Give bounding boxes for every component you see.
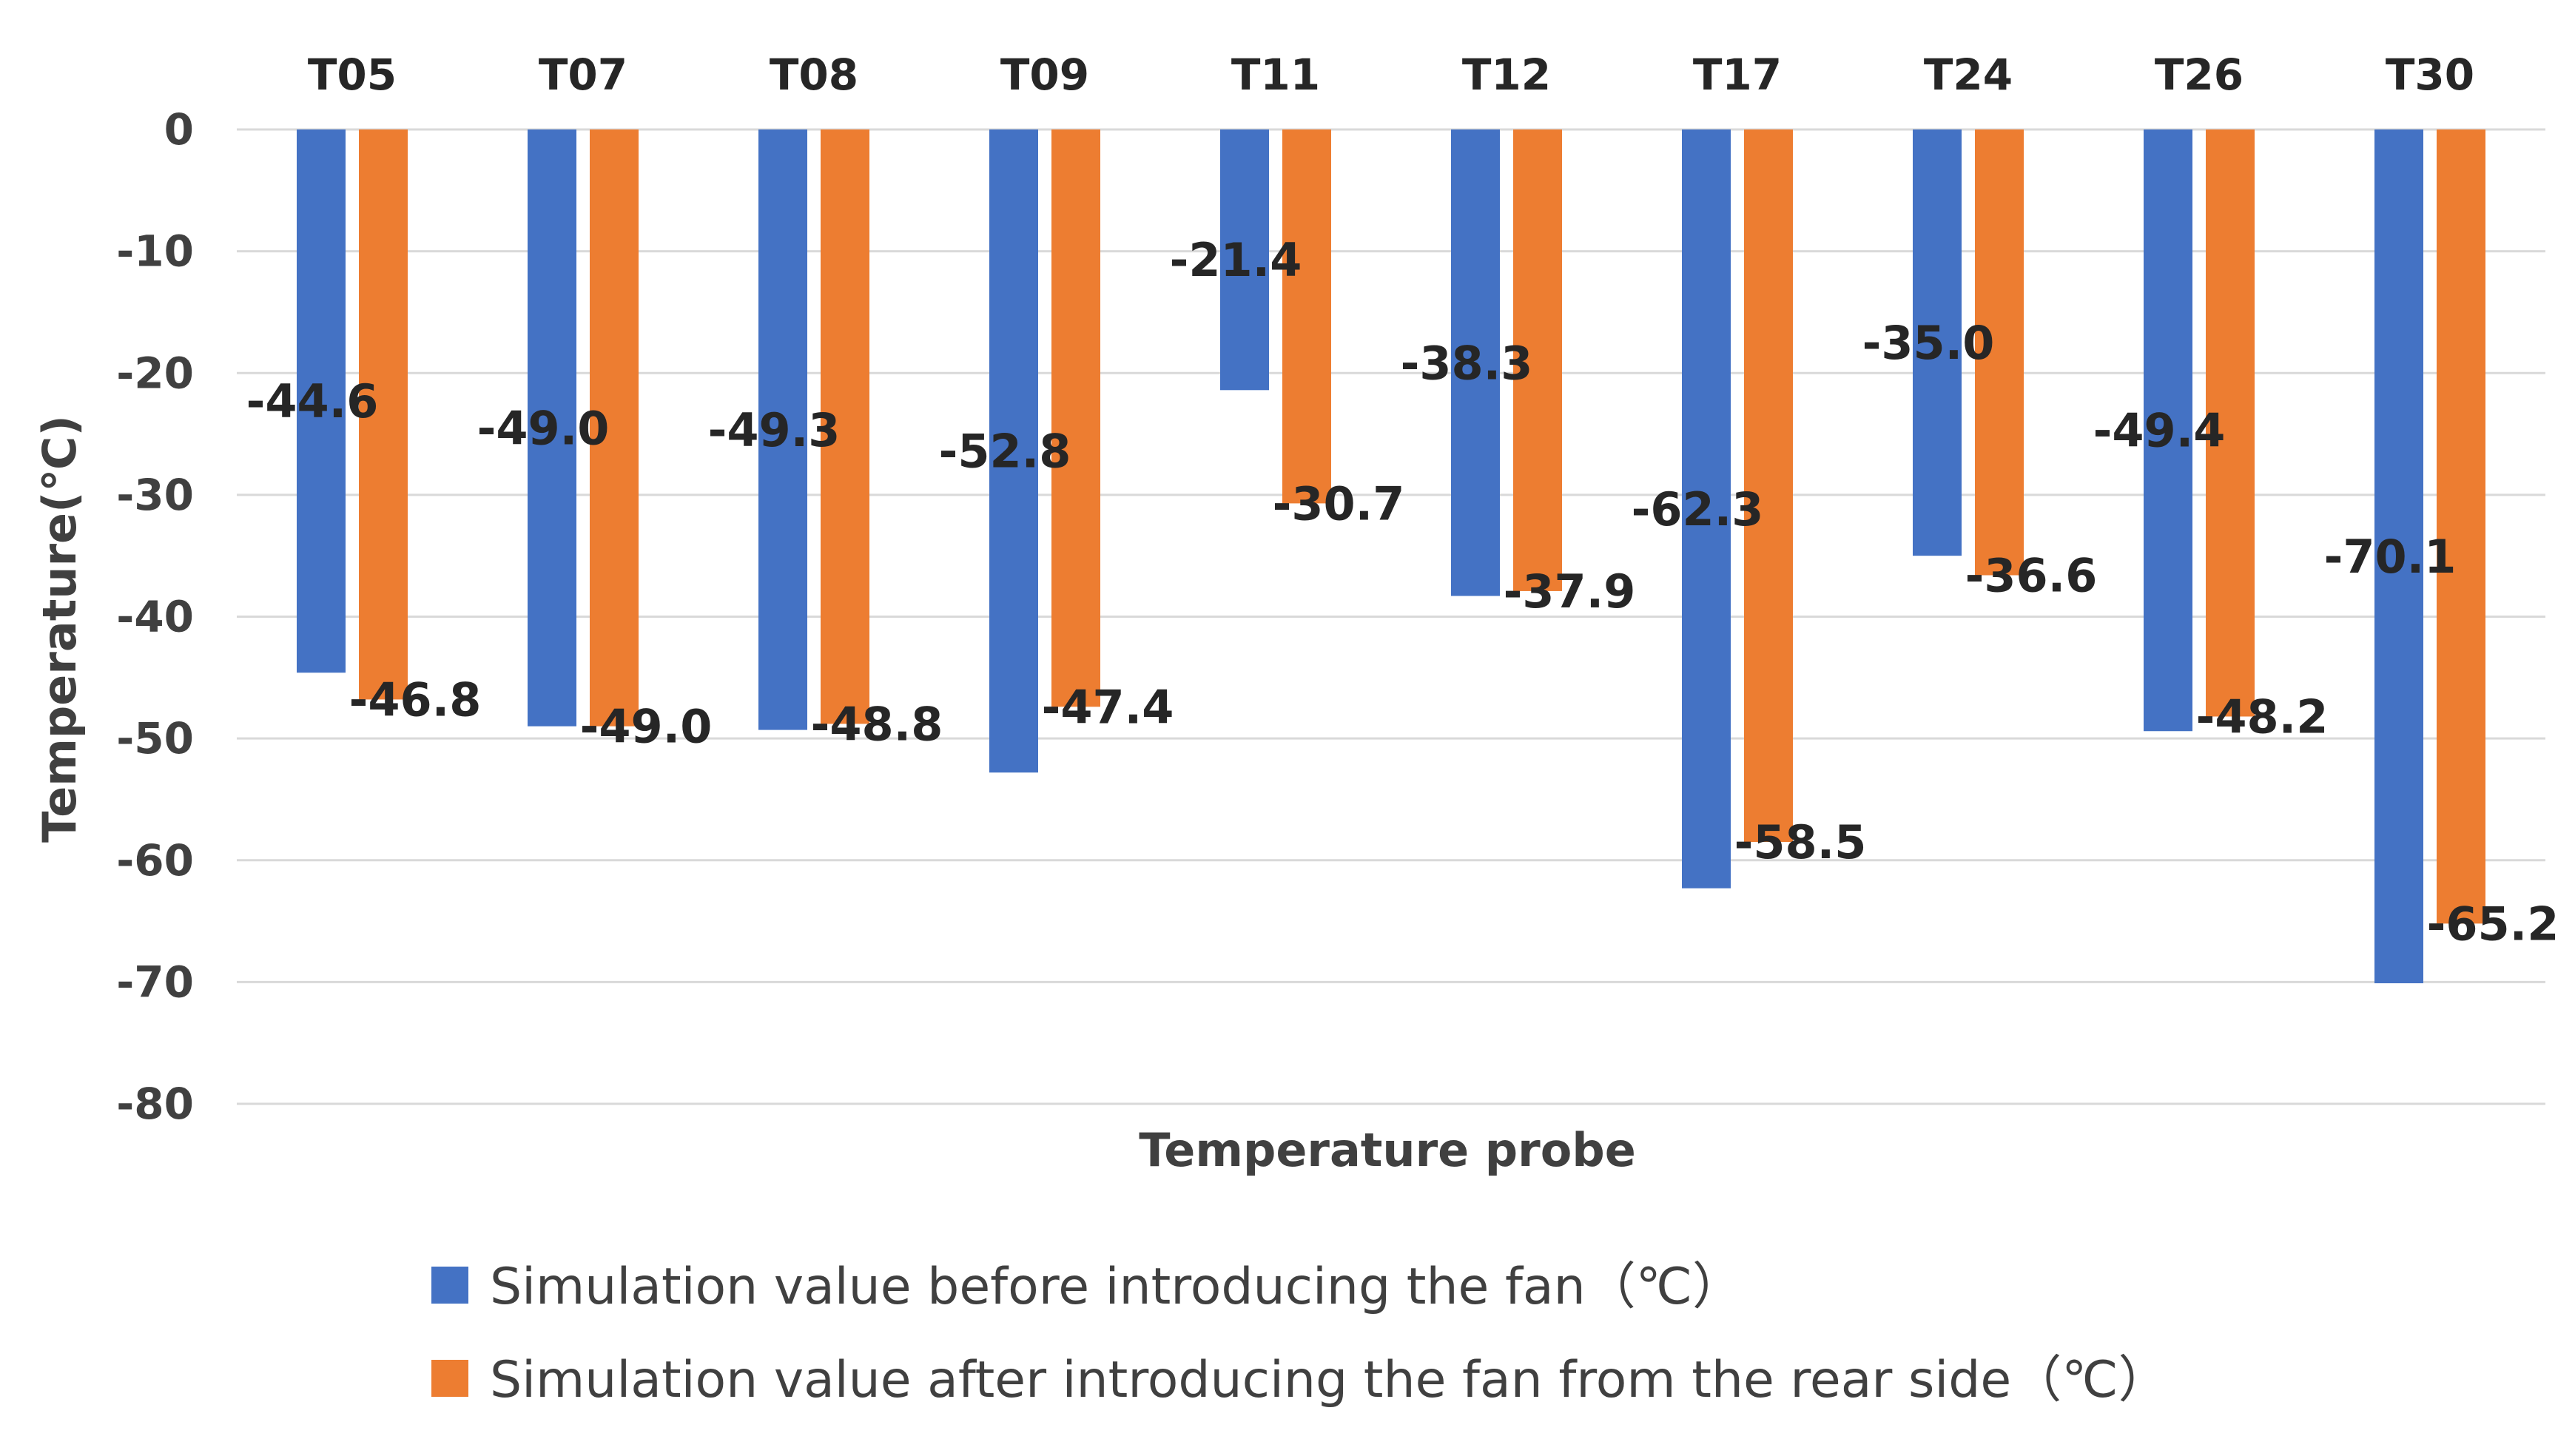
- category-label: T09: [1000, 50, 1089, 100]
- bar-before-fan: [989, 129, 1038, 773]
- legend-label: Simulation value after introducing the f…: [490, 1351, 2169, 1409]
- bar-before-fan: [1451, 129, 1500, 596]
- bar-before-fan: [1682, 129, 1731, 889]
- data-label-after-fan: -48.8: [811, 697, 943, 751]
- data-label-after-fan: -47.4: [1042, 680, 1174, 734]
- bar-after-fan: [590, 129, 639, 727]
- data-label-before-fan: -38.3: [1401, 336, 1533, 390]
- bar-before-fan: [297, 129, 346, 673]
- data-label-before-fan: -44.6: [246, 374, 379, 428]
- bar-after-fan: [1513, 129, 1562, 591]
- bar-after-fan: [821, 129, 869, 724]
- category-label: T08: [770, 50, 858, 100]
- legend: Simulation value before introducing the …: [431, 1258, 2169, 1409]
- data-label-after-fan: -58.5: [1734, 815, 1867, 869]
- y-axis-title: Temperature(℃): [33, 415, 87, 843]
- bar-after-fan: [359, 129, 408, 700]
- bar-after-fan: [2437, 129, 2485, 924]
- data-label-before-fan: -49.0: [477, 401, 610, 455]
- gridlines: [237, 128, 2545, 1105]
- category-label: T11: [1231, 50, 1320, 100]
- bar-after-fan: [1282, 129, 1331, 504]
- y-tick-label: -40: [116, 592, 194, 642]
- bar-after-fan: [1744, 129, 1793, 843]
- data-labels: -44.6 -46.8 -49.0 -49.0 -49.3 -48.8 -52.8 -47.4…: [246, 233, 2559, 951]
- data-label-after-fan: -65.2: [2427, 897, 2559, 951]
- bar-before-fan: [1913, 129, 1962, 556]
- category-label: T26: [2155, 50, 2244, 100]
- data-label-before-fan: -52.8: [939, 425, 1071, 479]
- category-label: T12: [1462, 50, 1551, 100]
- y-tick-label: -80: [116, 1079, 194, 1129]
- data-label-after-fan: -36.6: [1965, 549, 2098, 603]
- data-label-before-fan: -49.4: [2093, 404, 2226, 458]
- y-tick-label: -20: [116, 348, 194, 398]
- data-label-before-fan: -35.0: [1862, 316, 1995, 370]
- legend-item: Simulation value before introducing the …: [431, 1258, 1743, 1316]
- category-label: T07: [539, 50, 627, 100]
- bars: [297, 129, 2485, 984]
- data-label-before-fan: -70.1: [2324, 530, 2457, 584]
- bar-before-fan: [758, 129, 807, 730]
- y-tick-labels: 0 -10 -20 -30 -40 -50 -60 -70 -80: [116, 104, 194, 1129]
- legend-item: Simulation value after introducing the f…: [431, 1351, 2169, 1409]
- category-label: T05: [308, 50, 397, 100]
- data-label-after-fan: -37.9: [1504, 564, 1636, 619]
- data-label-before-fan: -62.3: [1632, 482, 1764, 536]
- category-label: T17: [1693, 50, 1782, 100]
- x-axis-title: Temperature probe: [1139, 1123, 1636, 1177]
- bar-after-fan: [1975, 129, 2024, 576]
- bar-after-fan: [2206, 129, 2255, 717]
- y-tick-label: -10: [116, 226, 194, 277]
- y-tick-label: -50: [116, 713, 194, 764]
- category-label: T30: [2386, 50, 2474, 100]
- data-label-after-fan: -30.7: [1273, 476, 1405, 530]
- bar-before-fan: [528, 129, 576, 727]
- category-label: T24: [1924, 50, 2013, 100]
- legend-swatch: [431, 1267, 468, 1304]
- y-tick-label: -30: [116, 470, 194, 520]
- y-tick-label: -70: [116, 957, 194, 1007]
- data-label-before-fan: -21.4: [1170, 233, 1302, 287]
- legend-swatch: [431, 1360, 468, 1397]
- legend-label: Simulation value before introducing the …: [490, 1258, 1743, 1316]
- bar-before-fan: [1220, 129, 1269, 391]
- data-label-after-fan: -46.8: [349, 673, 482, 727]
- category-labels: T05 T07 T08 T09 T11 T12 T17 T24 T26 T30: [308, 50, 2474, 100]
- y-tick-label: 0: [164, 104, 194, 155]
- data-label-after-fan: -48.2: [2196, 690, 2329, 744]
- data-label-before-fan: -49.3: [708, 403, 841, 457]
- data-label-after-fan: -49.0: [580, 700, 713, 754]
- bar-before-fan: [2144, 129, 2192, 732]
- bar-after-fan: [1051, 129, 1100, 707]
- y-tick-label: -60: [116, 835, 194, 886]
- bar-before-fan: [2374, 129, 2423, 984]
